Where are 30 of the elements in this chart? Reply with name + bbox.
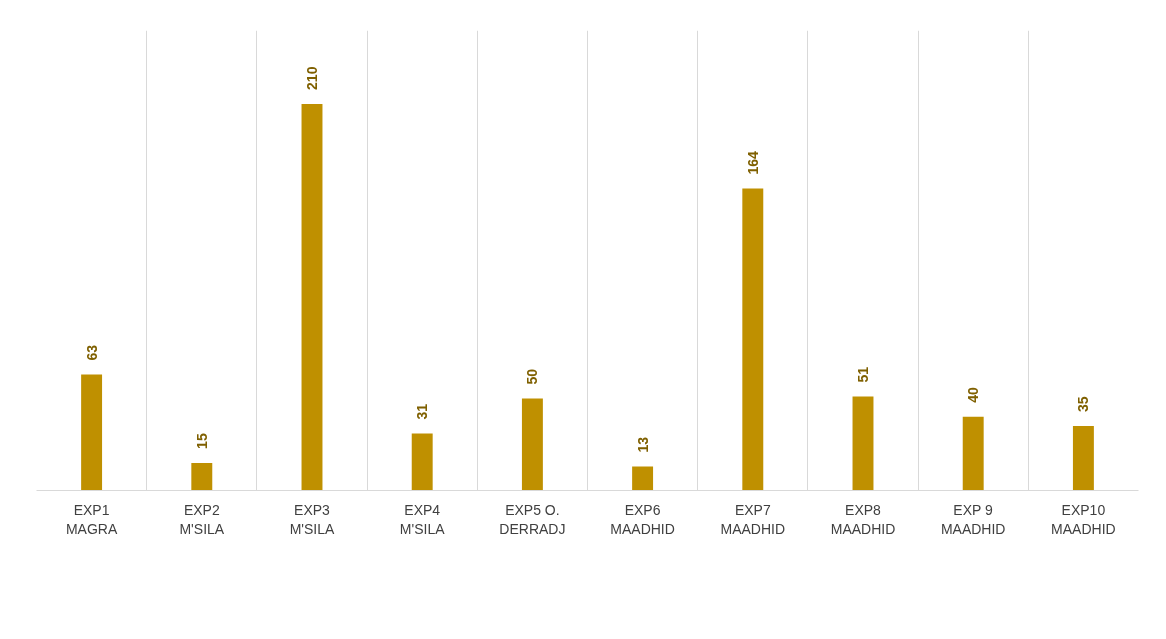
data-label: 51 [855,366,871,383]
data-label: 15 [193,433,210,449]
data-label: 63 [83,344,100,361]
data-label: 40 [965,387,982,403]
x-tick-label: EXP5 O. DERRADJ [499,501,566,537]
data-label: 164 [744,151,761,175]
bar [742,188,764,491]
data-label: 31 [414,403,431,420]
x-tick-label: EXP2 M'SILA [179,501,225,537]
data-label: 13 [634,436,651,453]
x-tick-label: EXP8 MAADHID [830,501,896,537]
bar [521,398,543,491]
x-tick-label: EXP6 MAADHID [610,501,675,537]
x-tick-label: EXP7 MAADHID [720,501,786,537]
bar [191,462,213,491]
bar [411,433,433,491]
bar [1072,426,1094,491]
data-label: 35 [1075,396,1092,413]
bar [632,466,654,491]
x-tick-label: EXP4 M'SILA [399,501,446,537]
x-tick-label: EXP3 M'SILA [289,501,336,537]
bar [852,396,874,491]
x-tick-label: EXP10 MAADHID [1051,501,1116,537]
bar [962,416,984,491]
data-label: 210 [304,66,320,90]
bar [301,103,323,491]
x-tick-label: EXP1 MAGRA [65,501,118,537]
data-label: 50 [524,368,541,385]
bar [81,374,103,491]
x-tick-label: EXP 9 MAADHID [940,501,1006,537]
